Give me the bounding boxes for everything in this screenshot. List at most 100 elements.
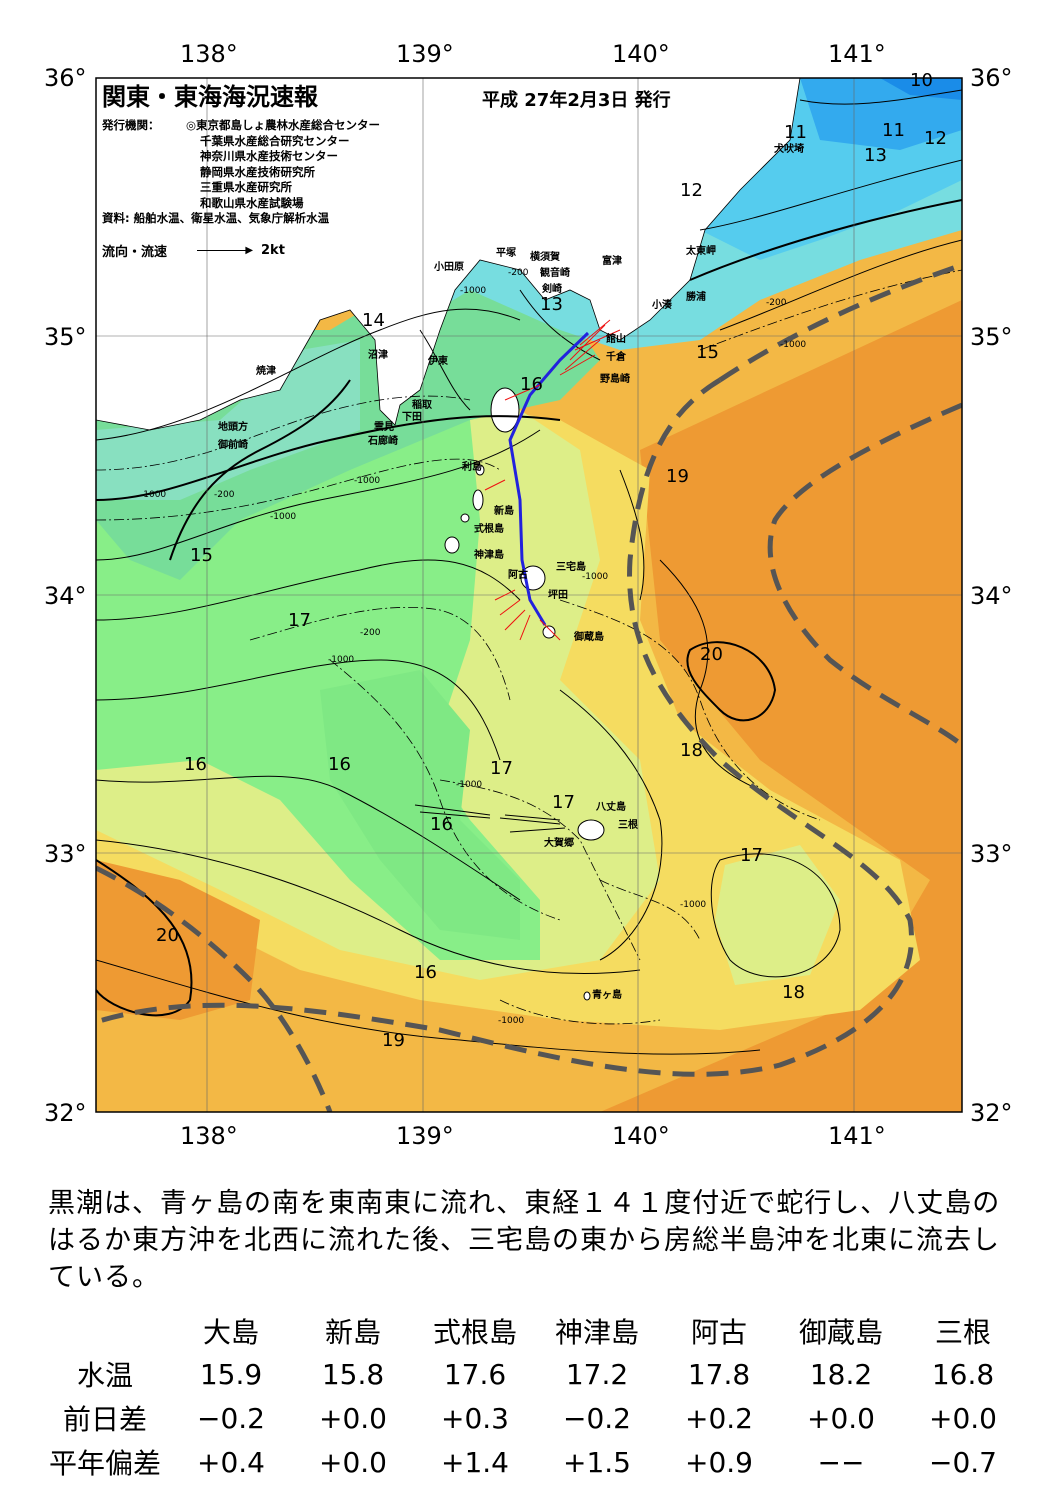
isotherm-label: 16 [184, 754, 207, 775]
sst-20-region-east [600, 300, 962, 1112]
lat-label: 36° [44, 64, 87, 92]
publisher-item: 静岡県水産技術研究所 [200, 164, 315, 179]
place-label: 伊東 [428, 356, 448, 367]
isotherm-label: 19 [382, 1030, 405, 1051]
place-label: 三宅島 [556, 562, 586, 573]
lat-label: 32° [970, 1099, 1013, 1127]
sst-16-inner [320, 670, 520, 940]
depth-label: -200 [766, 298, 787, 308]
place-label: 下田 [402, 412, 422, 423]
sst-map: 138° 139° 140° 141° 138° 139° 140° 141° … [44, 40, 1013, 1150]
island-toshima [475, 464, 485, 476]
summary-text: 黒潮は、青ヶ島の南を東南東に流れ、東経１４１度付近で蛇行し、八丈島のはるか東方沖… [48, 1188, 1001, 1293]
lat-label: 35° [970, 323, 1013, 351]
isotherm-label: 17 [490, 758, 513, 779]
table-cell: 17.8 [687, 1357, 751, 1391]
place-label: 勝浦 [686, 292, 706, 303]
lat-label: 34° [970, 582, 1013, 610]
place-label: 地頭方 [218, 422, 248, 433]
column-header: 式根島 [432, 1316, 517, 1349]
table-cell: +1.5 [563, 1445, 631, 1479]
depth-label: -200 [508, 268, 529, 278]
depth-label: -200 [214, 490, 235, 500]
place-label: 坪田 [548, 590, 568, 601]
isotherm-label: 17 [552, 792, 575, 813]
table-cell: 15.8 [321, 1357, 385, 1391]
island-shikinejima [460, 513, 470, 523]
island-oshima [490, 387, 520, 433]
current-vectors [484, 319, 621, 641]
sst-14-region [96, 340, 360, 500]
depth-label: -1000 [140, 490, 167, 500]
place-label: 太東岬 [686, 246, 716, 257]
table-cell: 17.6 [443, 1357, 507, 1391]
isotherm-label: 16 [430, 814, 453, 835]
publisher-label: 発行機関： [102, 118, 160, 132]
column-header: 大島 [202, 1316, 259, 1349]
isotherm-label: 13 [540, 294, 563, 315]
place-label: 野島崎 [600, 374, 630, 385]
place-label: 利島 [462, 462, 482, 473]
table-cell: 15.9 [199, 1357, 263, 1391]
table-row: 平年偏差 +0.4 +0.0 +1.4 +1.5 +0.9 −− −0.7 [40, 1440, 1024, 1484]
depth-label: -1000 [456, 780, 483, 790]
table-cell: +0.3 [441, 1401, 509, 1435]
place-label: 横須賀 [530, 252, 560, 263]
depth-label: -1000 [354, 476, 381, 486]
place-label: 小田原 [434, 262, 464, 273]
lon-label: 139° [396, 40, 454, 68]
column-header: 御蔵島 [798, 1316, 883, 1349]
table-cell: 18.2 [809, 1357, 873, 1391]
lat-label: 36° [970, 64, 1013, 92]
lon-label: 140° [612, 40, 670, 68]
isotherm-label: 18 [680, 740, 703, 761]
place-label: 式根島 [474, 524, 504, 535]
isotherm-label: 20 [156, 925, 179, 946]
depth-label: -1000 [460, 286, 487, 296]
depth-label: -1000 [328, 655, 355, 665]
depth-label: -1000 [498, 1016, 525, 1026]
place-label: 稲取 [412, 400, 432, 411]
place-label: 神津島 [474, 550, 504, 561]
column-header: 阿古 [690, 1316, 747, 1349]
page-title: 関東・東海海況速報 [102, 83, 318, 111]
isotherm-label: 15 [696, 342, 719, 363]
island-kozushima [444, 536, 460, 554]
kuroshio-axis [96, 262, 962, 1112]
isotherm-label: 16 [520, 374, 543, 395]
sst-field [96, 78, 962, 1112]
flow-legend-label: 流向・流速 [102, 244, 168, 260]
depth-label: -1000 [780, 340, 807, 350]
table-cell: +1.4 [441, 1445, 509, 1479]
table-cell: −− [817, 1445, 865, 1479]
place-label: 沼津 [368, 350, 388, 361]
place-label: 青ヶ島 [592, 990, 622, 1001]
publisher-item: 神奈川県水産技術センター [200, 149, 338, 163]
column-header: 三根 [934, 1316, 991, 1349]
isotherm-label: 19 [666, 466, 689, 487]
publisher-item: 和歌山県水産試験場 [200, 195, 304, 210]
place-label: 焼津 [256, 366, 276, 377]
row-label: 水温 [76, 1359, 133, 1392]
place-label: 小湊 [652, 300, 672, 311]
place-label: 御蔵島 [574, 632, 604, 643]
isotherm-label: 18 [782, 982, 805, 1003]
flow-legend-arrow: ▶ [197, 245, 253, 256]
header-info: 関東・東海海況速報 発行機関： ◎東京都島しょ農林水産総合センター 千葉県水産総… [102, 82, 502, 260]
sst-17-east-pocket [715, 845, 840, 985]
isotherm-label: 11 [882, 120, 905, 141]
column-header: 神津島 [554, 1316, 639, 1349]
isotherm-label: 15 [190, 545, 213, 566]
lat-label: 33° [44, 840, 87, 868]
hachijo-vectors [414, 804, 566, 833]
isotherm-contours [96, 89, 962, 1055]
table-cell: +0.0 [807, 1401, 875, 1435]
place-label: 新島 [494, 506, 514, 517]
table-cell: +0.4 [197, 1445, 265, 1479]
issue-date: 平成 27年2月3日 発行 [482, 90, 671, 111]
map-svg [95, 77, 963, 1113]
place-label: 富津 [602, 256, 622, 267]
table-cell: −0.7 [929, 1445, 997, 1479]
sst-10-region [880, 78, 962, 100]
table-cell: −0.2 [197, 1401, 265, 1435]
